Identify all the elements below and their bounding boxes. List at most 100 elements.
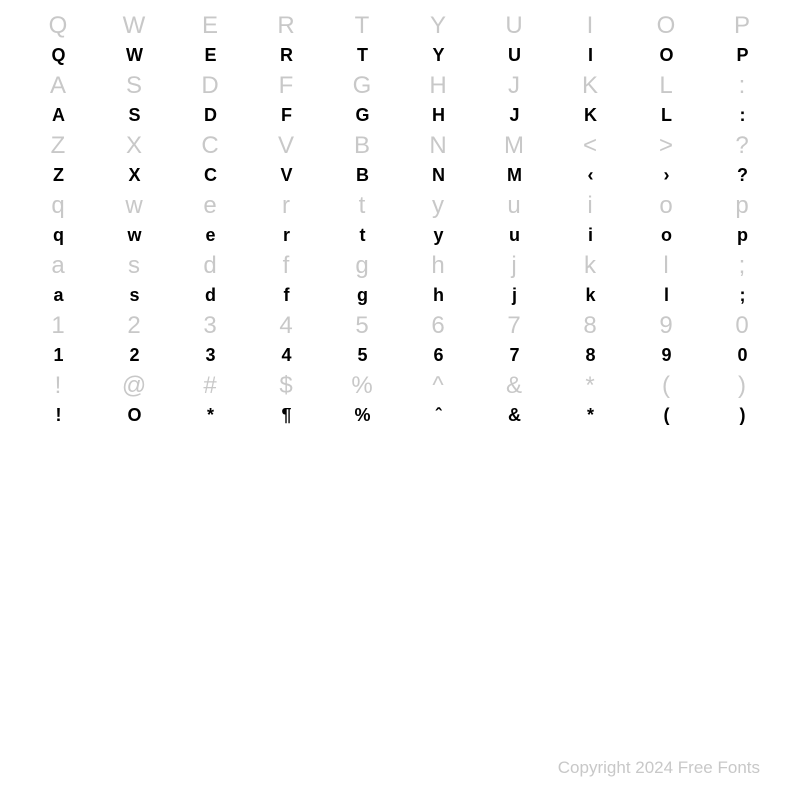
specimen-glyph: 2 <box>129 342 138 368</box>
char-cell: @O <box>96 370 172 430</box>
specimen-glyph: l <box>664 282 668 308</box>
reference-char: 7 <box>507 310 520 342</box>
reference-char: M <box>504 130 524 162</box>
specimen-glyph: % <box>354 402 369 428</box>
specimen-glyph: w <box>127 222 140 248</box>
specimen-glyph: : <box>740 102 745 128</box>
reference-char: % <box>351 370 372 402</box>
specimen-glyph: ¶ <box>281 402 290 428</box>
char-cell: >› <box>628 130 704 190</box>
reference-char: 2 <box>127 310 140 342</box>
char-cell: LL <box>628 70 704 130</box>
specimen-glyph: ‹ <box>588 162 593 188</box>
reference-char: A <box>50 70 66 102</box>
char-cell: DD <box>172 70 248 130</box>
specimen-glyph: R <box>280 42 292 68</box>
char-cell: ww <box>96 190 172 250</box>
char-cell: FF <box>248 70 324 130</box>
reference-char: W <box>123 10 146 42</box>
char-cell: 22 <box>96 310 172 370</box>
reference-char: K <box>582 70 598 102</box>
reference-char: P <box>734 10 750 42</box>
reference-char: @ <box>122 370 146 402</box>
char-cell: <‹ <box>552 130 628 190</box>
specimen-glyph: * <box>587 402 593 428</box>
specimen-glyph: Y <box>432 42 443 68</box>
specimen-glyph: X <box>128 162 139 188</box>
reference-char: y <box>432 190 444 222</box>
specimen-glyph: u <box>509 222 519 248</box>
specimen-glyph: I <box>588 42 592 68</box>
reference-char: N <box>429 130 446 162</box>
specimen-glyph: U <box>508 42 520 68</box>
reference-char: r <box>282 190 290 222</box>
specimen-glyph: Q <box>51 42 64 68</box>
specimen-glyph: C <box>204 162 216 188</box>
char-cell: 00 <box>704 310 780 370</box>
reference-char: f <box>283 250 290 282</box>
specimen-glyph: f <box>284 282 289 308</box>
char-cell: ll <box>628 250 704 310</box>
char-cell: RR <box>248 10 324 70</box>
specimen-glyph: W <box>126 42 142 68</box>
reference-char: ) <box>738 370 746 402</box>
reference-char: < <box>583 130 597 162</box>
specimen-glyph: 1 <box>53 342 62 368</box>
char-cell: ** <box>552 370 628 430</box>
reference-char: X <box>126 130 142 162</box>
specimen-glyph: ) <box>740 402 745 428</box>
reference-char: 5 <box>355 310 368 342</box>
reference-char: Y <box>430 10 446 42</box>
reference-char: Z <box>51 130 66 162</box>
char-cell: EE <box>172 10 248 70</box>
specimen-glyph: & <box>508 402 520 428</box>
char-cell: UU <box>476 10 552 70</box>
char-cell: ss <box>96 250 172 310</box>
char-cell: II <box>552 10 628 70</box>
reference-char: Q <box>49 10 68 42</box>
char-cell: ii <box>552 190 628 250</box>
char-cell: )) <box>704 370 780 430</box>
reference-char: t <box>359 190 366 222</box>
reference-char: 0 <box>735 310 748 342</box>
specimen-glyph: d <box>205 282 215 308</box>
specimen-glyph: p <box>737 222 747 248</box>
reference-char: u <box>507 190 520 222</box>
char-cell: pp <box>704 190 780 250</box>
char-cell: %% <box>324 370 400 430</box>
specimen-glyph: Z <box>53 162 63 188</box>
specimen-glyph: 0 <box>737 342 746 368</box>
specimen-glyph: g <box>357 282 367 308</box>
reference-char: F <box>279 70 294 102</box>
char-cell: ^ˆ <box>400 370 476 430</box>
specimen-glyph: O <box>127 402 140 428</box>
specimen-glyph: 9 <box>661 342 670 368</box>
reference-char: U <box>505 10 522 42</box>
char-cell: oo <box>628 190 704 250</box>
char-cell: dd <box>172 250 248 310</box>
specimen-glyph: t <box>360 222 365 248</box>
specimen-glyph: ( <box>664 402 669 428</box>
reference-char: L <box>659 70 672 102</box>
specimen-glyph: 3 <box>205 342 214 368</box>
reference-char: R <box>277 10 294 42</box>
specimen-glyph: F <box>281 102 291 128</box>
char-cell: PP <box>704 10 780 70</box>
specimen-glyph: B <box>356 162 368 188</box>
specimen-glyph: s <box>129 282 138 308</box>
specimen-glyph: H <box>432 102 444 128</box>
char-cell: uu <box>476 190 552 250</box>
char-cell: ee <box>172 190 248 250</box>
char-cell: ?? <box>704 130 780 190</box>
char-cell: 99 <box>628 310 704 370</box>
specimen-glyph: T <box>357 42 367 68</box>
char-cell: 88 <box>552 310 628 370</box>
char-cell: (( <box>628 370 704 430</box>
char-cell: 33 <box>172 310 248 370</box>
reference-char: D <box>201 70 218 102</box>
char-cell: WW <box>96 10 172 70</box>
char-cell: AA <box>20 70 96 130</box>
reference-char: & <box>506 370 522 402</box>
reference-char: s <box>128 250 140 282</box>
reference-char: T <box>355 10 370 42</box>
